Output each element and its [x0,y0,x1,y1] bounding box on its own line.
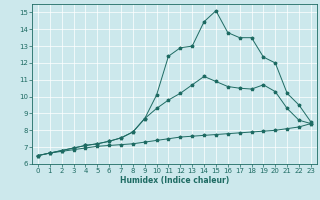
X-axis label: Humidex (Indice chaleur): Humidex (Indice chaleur) [120,176,229,185]
